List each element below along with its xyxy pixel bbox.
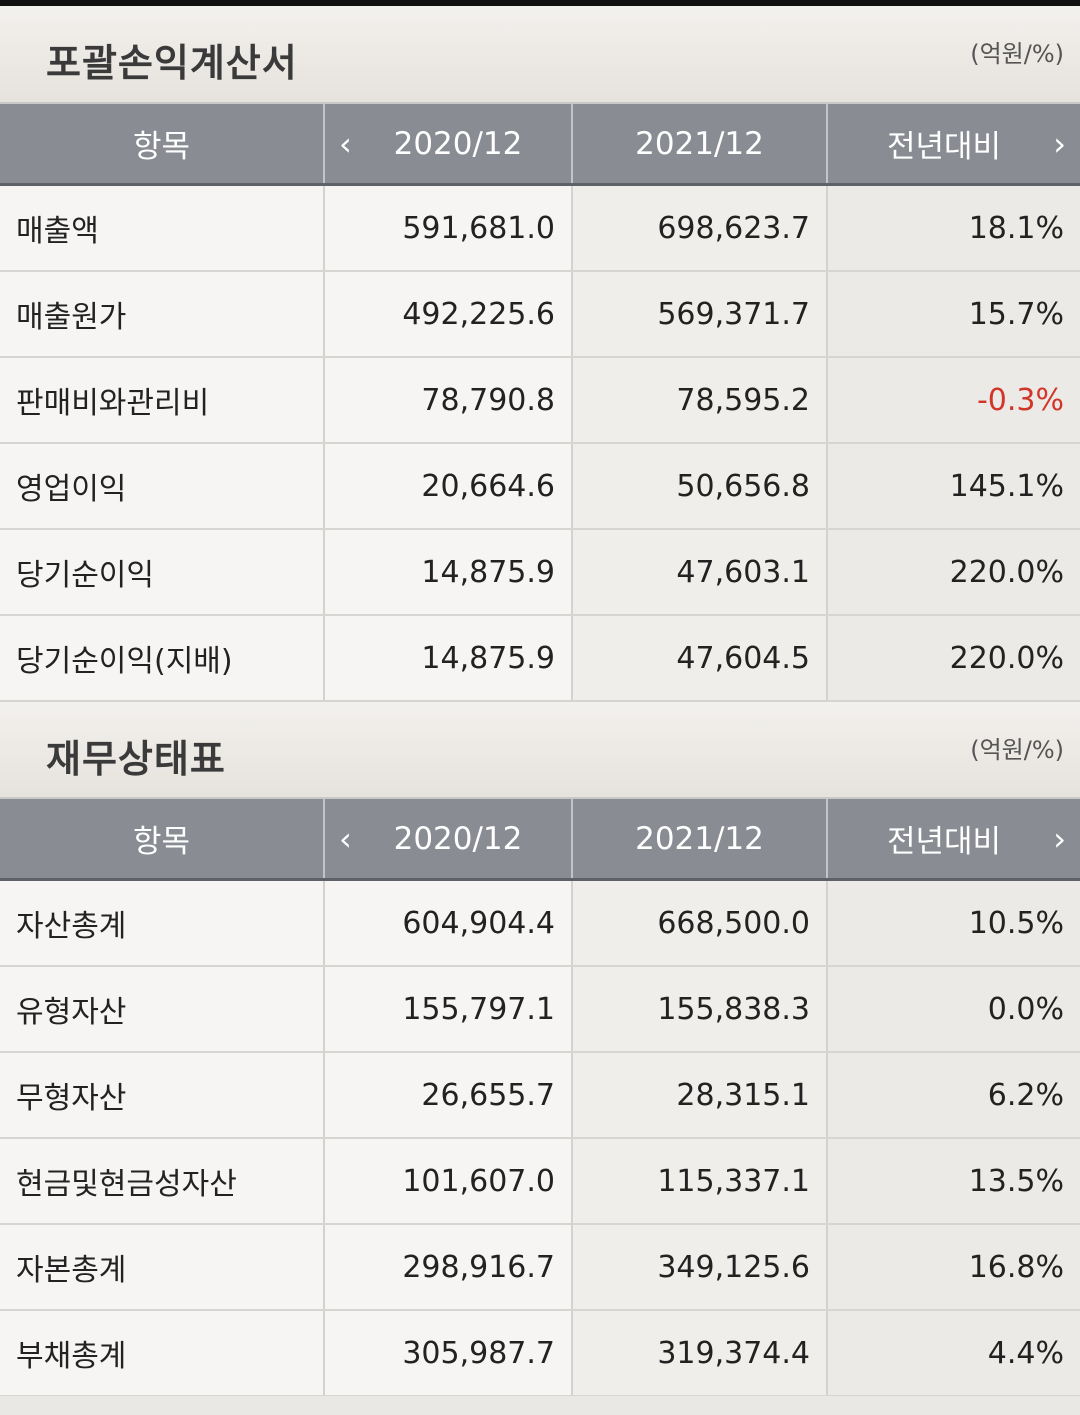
- row-value-2020: 298,916.7: [325, 1225, 573, 1309]
- row-value-2020: 26,655.7: [325, 1053, 573, 1137]
- header-year1: ‹ 2020/12: [325, 799, 573, 878]
- balance-table-header: 항목 ‹ 2020/12 2021/12 전년대비 ›: [0, 797, 1080, 881]
- header-year1-label: 2020/12: [393, 125, 523, 162]
- row-value-2021: 698,623.7: [573, 186, 828, 270]
- income-rows: 매출액 591,681.0 698,623.7 18.1% 매출원가 492,225.6 5…: [0, 186, 1080, 702]
- header-change-label: 전년대비: [886, 129, 1002, 165]
- row-label: 매출원가: [0, 272, 325, 356]
- row-value-2021: 115,337.1: [573, 1139, 828, 1223]
- header-year1-label: 2020/12: [393, 820, 523, 857]
- table-row: 자산총계 604,904.4 668,500.0 10.5%: [0, 881, 1080, 967]
- header-year2: 2021/12: [573, 799, 828, 878]
- bottom-bar: [0, 1396, 1080, 1415]
- row-value-2021: 78,595.2: [573, 358, 828, 442]
- table-row: 자본총계 298,916.7 349,125.6 16.8%: [0, 1225, 1080, 1311]
- row-label: 당기순이익: [0, 530, 325, 614]
- row-label: 자산총계: [0, 881, 325, 965]
- row-change: 13.5%: [828, 1139, 1080, 1223]
- row-change: 6.2%: [828, 1053, 1080, 1137]
- header-year1: ‹ 2020/12: [325, 104, 573, 183]
- header-item-label: 항목: [132, 129, 191, 165]
- row-change: 145.1%: [828, 444, 1080, 528]
- row-value-2021: 349,125.6: [573, 1225, 828, 1309]
- balance-title: 재무상태표: [46, 737, 226, 781]
- row-value-2021: 50,656.8: [573, 444, 828, 528]
- row-label: 판매비와관리비: [0, 358, 325, 442]
- header-item: 항목: [0, 799, 325, 878]
- row-change: 0.0%: [828, 967, 1080, 1051]
- table-row: 당기순이익(지배) 14,875.9 47,604.5 220.0%: [0, 616, 1080, 702]
- income-unit: (억원/%): [970, 40, 1064, 68]
- income-section-header: 포괄손익계산서 (억원/%): [0, 6, 1080, 102]
- table-row: 현금및현금성자산 101,607.0 115,337.1 13.5%: [0, 1139, 1080, 1225]
- header-year2-label: 2021/12: [635, 820, 764, 857]
- row-value-2021: 569,371.7: [573, 272, 828, 356]
- row-value-2021: 155,838.3: [573, 967, 828, 1051]
- row-value-2020: 101,607.0: [325, 1139, 573, 1223]
- table-row: 판매비와관리비 78,790.8 78,595.2 -0.3%: [0, 358, 1080, 444]
- table-row: 무형자산 26,655.7 28,315.1 6.2%: [0, 1053, 1080, 1139]
- row-value-2021: 668,500.0: [573, 881, 828, 965]
- table-row: 매출액 591,681.0 698,623.7 18.1%: [0, 186, 1080, 272]
- balance-section-header: 재무상태표 (억원/%): [0, 702, 1080, 798]
- income-table-header: 항목 ‹ 2020/12 2021/12 전년대비 ›: [0, 102, 1080, 186]
- row-label: 유형자산: [0, 967, 325, 1051]
- chevron-right-icon[interactable]: ›: [1053, 819, 1066, 858]
- table-row: 영업이익 20,664.6 50,656.8 145.1%: [0, 444, 1080, 530]
- header-item-label: 항목: [132, 824, 191, 860]
- row-value-2021: 47,604.5: [573, 616, 828, 700]
- balance-unit: (억원/%): [970, 736, 1064, 764]
- row-change: 220.0%: [828, 616, 1080, 700]
- row-label: 당기순이익(지배): [0, 616, 325, 700]
- header-item: 항목: [0, 104, 325, 183]
- header-year2-label: 2021/12: [635, 125, 764, 162]
- row-value-2021: 28,315.1: [573, 1053, 828, 1137]
- row-value-2021: 47,603.1: [573, 530, 828, 614]
- row-value-2020: 78,790.8: [325, 358, 573, 442]
- header-year2: 2021/12: [573, 104, 828, 183]
- table-row: 당기순이익 14,875.9 47,603.1 220.0%: [0, 530, 1080, 616]
- row-change: 4.4%: [828, 1311, 1080, 1395]
- row-value-2020: 14,875.9: [325, 616, 573, 700]
- row-change: 220.0%: [828, 530, 1080, 614]
- row-change: 16.8%: [828, 1225, 1080, 1309]
- header-change: 전년대비 ›: [828, 799, 1080, 878]
- row-label: 현금및현금성자산: [0, 1139, 325, 1223]
- header-change: 전년대비 ›: [828, 104, 1080, 183]
- income-table: 항목 ‹ 2020/12 2021/12 전년대비 › 매출액 591,681.0…: [0, 102, 1080, 702]
- row-value-2020: 305,987.7: [325, 1311, 573, 1395]
- row-label: 매출액: [0, 186, 325, 270]
- row-label: 부채총계: [0, 1311, 325, 1395]
- row-label: 영업이익: [0, 444, 325, 528]
- row-change: -0.3%: [828, 358, 1080, 442]
- chevron-left-icon[interactable]: ‹: [339, 124, 352, 163]
- balance-table: 항목 ‹ 2020/12 2021/12 전년대비 › 자산총계 604,904.…: [0, 797, 1080, 1397]
- row-value-2020: 14,875.9: [325, 530, 573, 614]
- income-title: 포괄손익계산서: [46, 41, 298, 85]
- row-label: 무형자산: [0, 1053, 325, 1137]
- chevron-left-icon[interactable]: ‹: [339, 819, 352, 858]
- table-row: 부채총계 305,987.7 319,374.4 4.4%: [0, 1311, 1080, 1397]
- row-label: 자본총계: [0, 1225, 325, 1309]
- row-change: 18.1%: [828, 186, 1080, 270]
- table-row: 매출원가 492,225.6 569,371.7 15.7%: [0, 272, 1080, 358]
- table-row: 유형자산 155,797.1 155,838.3 0.0%: [0, 967, 1080, 1053]
- row-value-2020: 604,904.4: [325, 881, 573, 965]
- row-value-2020: 155,797.1: [325, 967, 573, 1051]
- row-value-2020: 20,664.6: [325, 444, 573, 528]
- row-change: 10.5%: [828, 881, 1080, 965]
- row-value-2020: 591,681.0: [325, 186, 573, 270]
- chevron-right-icon[interactable]: ›: [1053, 124, 1066, 163]
- balance-rows: 자산총계 604,904.4 668,500.0 10.5% 유형자산 155,797.1…: [0, 881, 1080, 1397]
- row-value-2020: 492,225.6: [325, 272, 573, 356]
- row-change: 15.7%: [828, 272, 1080, 356]
- header-change-label: 전년대비: [886, 824, 1002, 860]
- row-value-2021: 319,374.4: [573, 1311, 828, 1395]
- top-bar: [0, 0, 1080, 6]
